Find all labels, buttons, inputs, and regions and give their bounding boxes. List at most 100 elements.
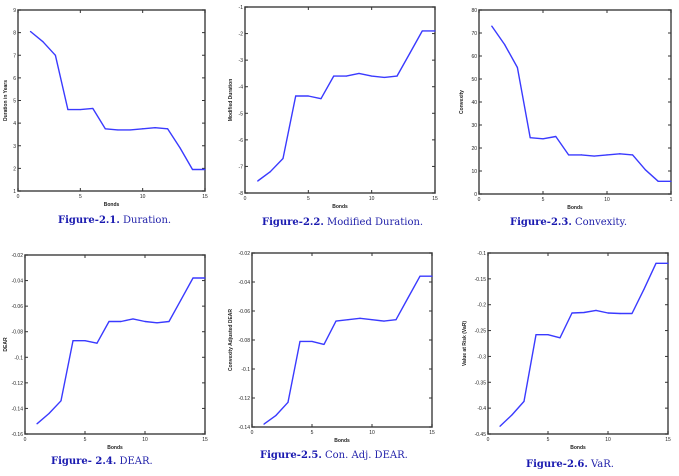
- data-point: [595, 309, 597, 312]
- y-tick-label: -0.08: [12, 330, 24, 336]
- y-tick-label: -3: [239, 58, 244, 64]
- y-axis-label: DEAR: [3, 337, 9, 352]
- data-point: [643, 288, 645, 290]
- x-tick-label: 5: [307, 196, 310, 202]
- y-tick-label: -0.15: [475, 277, 487, 283]
- series-line: [491, 25, 671, 183]
- x-tick-label: 15: [665, 437, 671, 443]
- data-point: [395, 319, 397, 321]
- data-point: [179, 147, 181, 149]
- x-tick-label: 0: [17, 194, 20, 200]
- x-axis-label: Bonds: [334, 438, 350, 444]
- x-tick-label: 15: [429, 430, 435, 436]
- y-tick-label: 60: [471, 54, 477, 60]
- y-tick-label: -0.14: [12, 406, 24, 412]
- plot-frame: [487, 252, 669, 435]
- caption-figure-2-6: Figure-2.6. VaR.: [526, 459, 614, 470]
- data-point: [580, 154, 583, 156]
- x-tick-label: 15: [432, 196, 438, 202]
- y-tick-label: 70: [471, 31, 477, 37]
- caption-text: Duration.: [119, 215, 172, 226]
- caption-text: Con. Adj. DEAR.: [321, 450, 408, 461]
- y-tick-label: -0.4: [477, 406, 486, 412]
- data-point: [156, 322, 158, 324]
- data-point: [619, 312, 621, 315]
- data-point: [632, 154, 634, 156]
- data-point: [154, 127, 156, 129]
- x-tick-label: 10: [369, 430, 375, 436]
- plot-frame: [24, 254, 206, 435]
- data-point: [311, 340, 313, 343]
- data-point: [644, 169, 647, 171]
- data-point: [335, 320, 337, 322]
- data-point: [269, 171, 271, 173]
- caption-figure-number: Figure-2.3.: [510, 217, 572, 228]
- y-tick-label: 0: [474, 192, 477, 198]
- y-tick-label: -0.06: [12, 304, 24, 310]
- data-point: [655, 262, 657, 264]
- data-point: [295, 95, 297, 97]
- x-tick-label: 0: [487, 437, 490, 443]
- y-tick-label: 40: [471, 100, 477, 106]
- x-tick-label: 0: [24, 437, 27, 443]
- data-point: [275, 414, 277, 416]
- y-tick-label: -8: [239, 191, 244, 197]
- data-point: [409, 52, 411, 55]
- data-point: [568, 154, 570, 156]
- x-axis-label: Bonds: [567, 205, 583, 211]
- x-tick-label: 15: [202, 194, 208, 200]
- data-point: [555, 135, 557, 138]
- data-point: [60, 400, 62, 402]
- y-tick-label: 1: [13, 189, 16, 195]
- y-tick-label: -6: [239, 138, 244, 144]
- series-line: [499, 262, 668, 427]
- y-tick-label: 8: [13, 31, 16, 37]
- caption-figure-2-5: Figure-2.5. Con. Adj. DEAR.: [260, 450, 408, 461]
- plot-frame: [244, 6, 436, 194]
- y-tick-label: 9: [13, 8, 16, 14]
- y-tick-label: -4: [239, 85, 244, 91]
- data-point: [36, 423, 38, 425]
- chart-panel-2: -8 -7 -6 -5 -4 -3 -2 -1 0 5 10 15 Bonds Modified Dura…: [228, 5, 438, 210]
- y-tick-label: -0.08: [239, 338, 251, 344]
- data-point: [84, 340, 86, 342]
- data-point: [657, 180, 659, 182]
- y-tick-label: -0.25: [475, 329, 487, 335]
- y-tick-label: 50: [471, 77, 477, 83]
- series-line: [30, 30, 205, 171]
- y-tick-label: 2: [13, 166, 16, 172]
- caption-figure-number: Figure- 2.4.: [51, 456, 117, 467]
- y-tick-label: 80: [471, 8, 477, 14]
- data-point: [670, 180, 672, 182]
- data-point: [192, 277, 194, 279]
- data-point: [54, 54, 57, 56]
- data-point: [371, 75, 373, 77]
- data-point: [204, 168, 206, 171]
- y-tick-label: -0.02: [239, 251, 251, 257]
- data-point: [606, 154, 608, 156]
- data-point: [104, 128, 106, 130]
- data-point: [257, 180, 259, 182]
- data-point: [180, 299, 182, 301]
- data-point: [263, 423, 265, 425]
- data-point: [421, 30, 423, 32]
- x-tick-label: 10: [604, 197, 610, 203]
- data-point: [491, 25, 493, 27]
- x-tick-label: 10: [605, 437, 611, 443]
- y-axis-label: Convexity Adjusted DEAR: [228, 309, 234, 371]
- x-tick-label: 5: [79, 194, 82, 200]
- data-point: [67, 108, 69, 111]
- y-axis-label: Duration in Years: [3, 80, 9, 121]
- data-point: [299, 340, 301, 343]
- y-axis-label: Modified Duration: [228, 79, 234, 122]
- y-axis-label: Convexity: [459, 90, 465, 114]
- y-tick-label: -0.14: [239, 425, 251, 431]
- x-axis-label: Bonds: [107, 445, 123, 451]
- chart-panel-6: -0.45 -0.4 -0.35 -0.3 -0.25 -0.2 -0.15 -0.1 0 5 10…: [462, 251, 671, 451]
- x-axis-label: Bonds: [104, 202, 120, 208]
- y-tick-label: 5: [13, 99, 16, 105]
- data-point: [92, 107, 94, 110]
- data-point: [499, 425, 501, 427]
- data-point: [42, 41, 44, 43]
- chart-panel-1: 1 2 3 4 5 6 7 8 9 0 5 10 15 Bonds Duration in Years: [3, 8, 208, 208]
